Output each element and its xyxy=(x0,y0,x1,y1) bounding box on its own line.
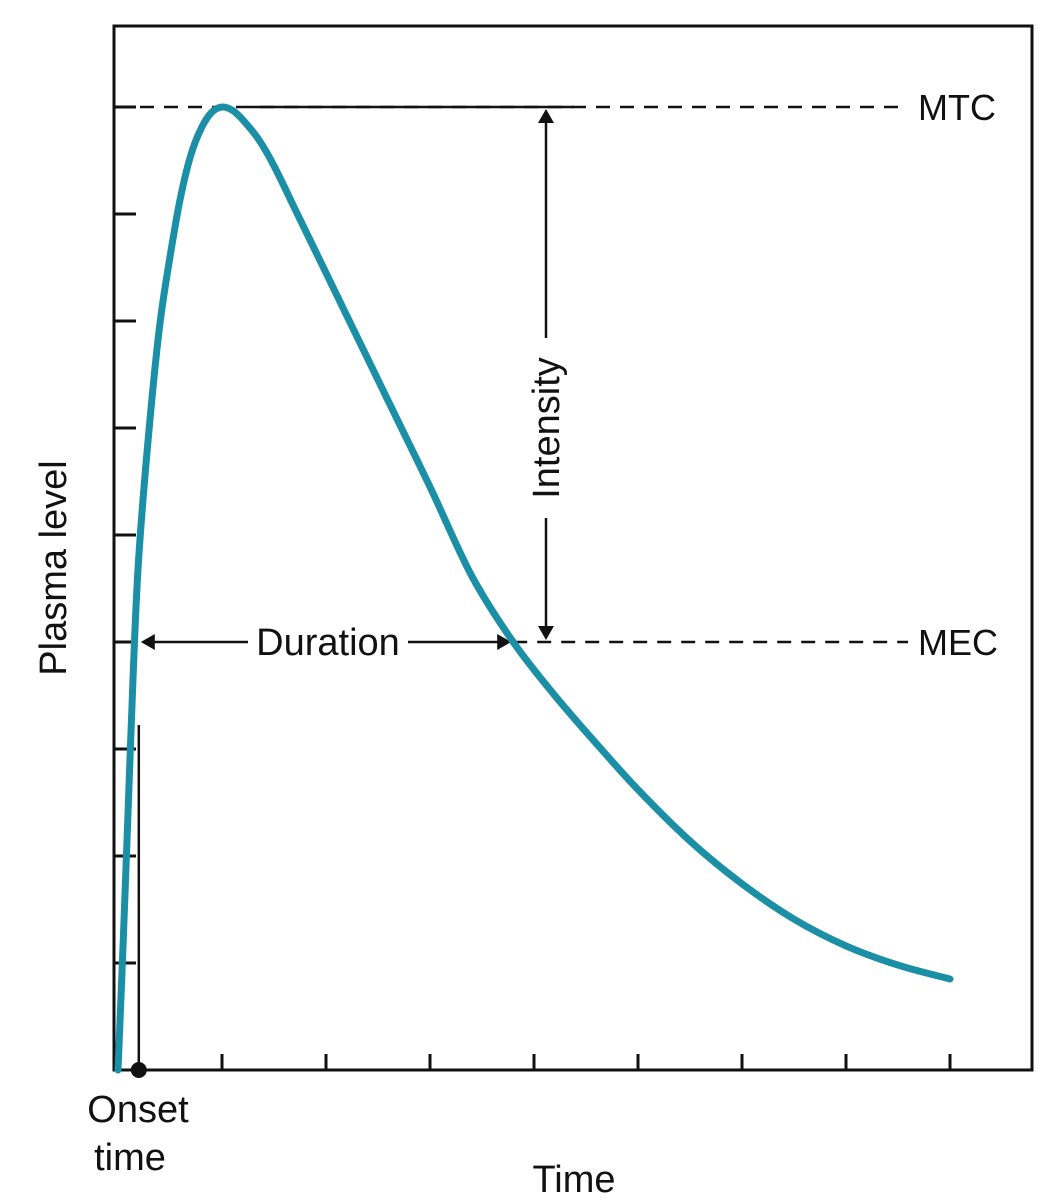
plasma-curve xyxy=(114,103,954,1074)
intensity-arrowhead-top xyxy=(538,109,554,123)
onset-dot xyxy=(130,1062,147,1078)
duration-arrowhead-right xyxy=(497,634,512,650)
plot-frame xyxy=(112,24,1034,1072)
onset-label-line1: Onset xyxy=(87,1089,189,1131)
intensity-label: Intensity xyxy=(526,357,568,499)
mtc-label: MTC xyxy=(918,87,996,128)
intensity-arrowhead-bottom xyxy=(538,626,554,640)
reference-lines xyxy=(116,105,908,644)
axis-ticks xyxy=(114,105,952,1070)
duration-arrowhead-left xyxy=(140,634,155,650)
mec-label: MEC xyxy=(918,622,998,663)
annotations xyxy=(130,105,574,1078)
x-axis-label: Time xyxy=(532,1159,615,1200)
duration-label: Duration xyxy=(256,622,400,664)
y-axis-label: Plasma level xyxy=(33,460,75,675)
onset-label-line2: time xyxy=(94,1137,166,1179)
